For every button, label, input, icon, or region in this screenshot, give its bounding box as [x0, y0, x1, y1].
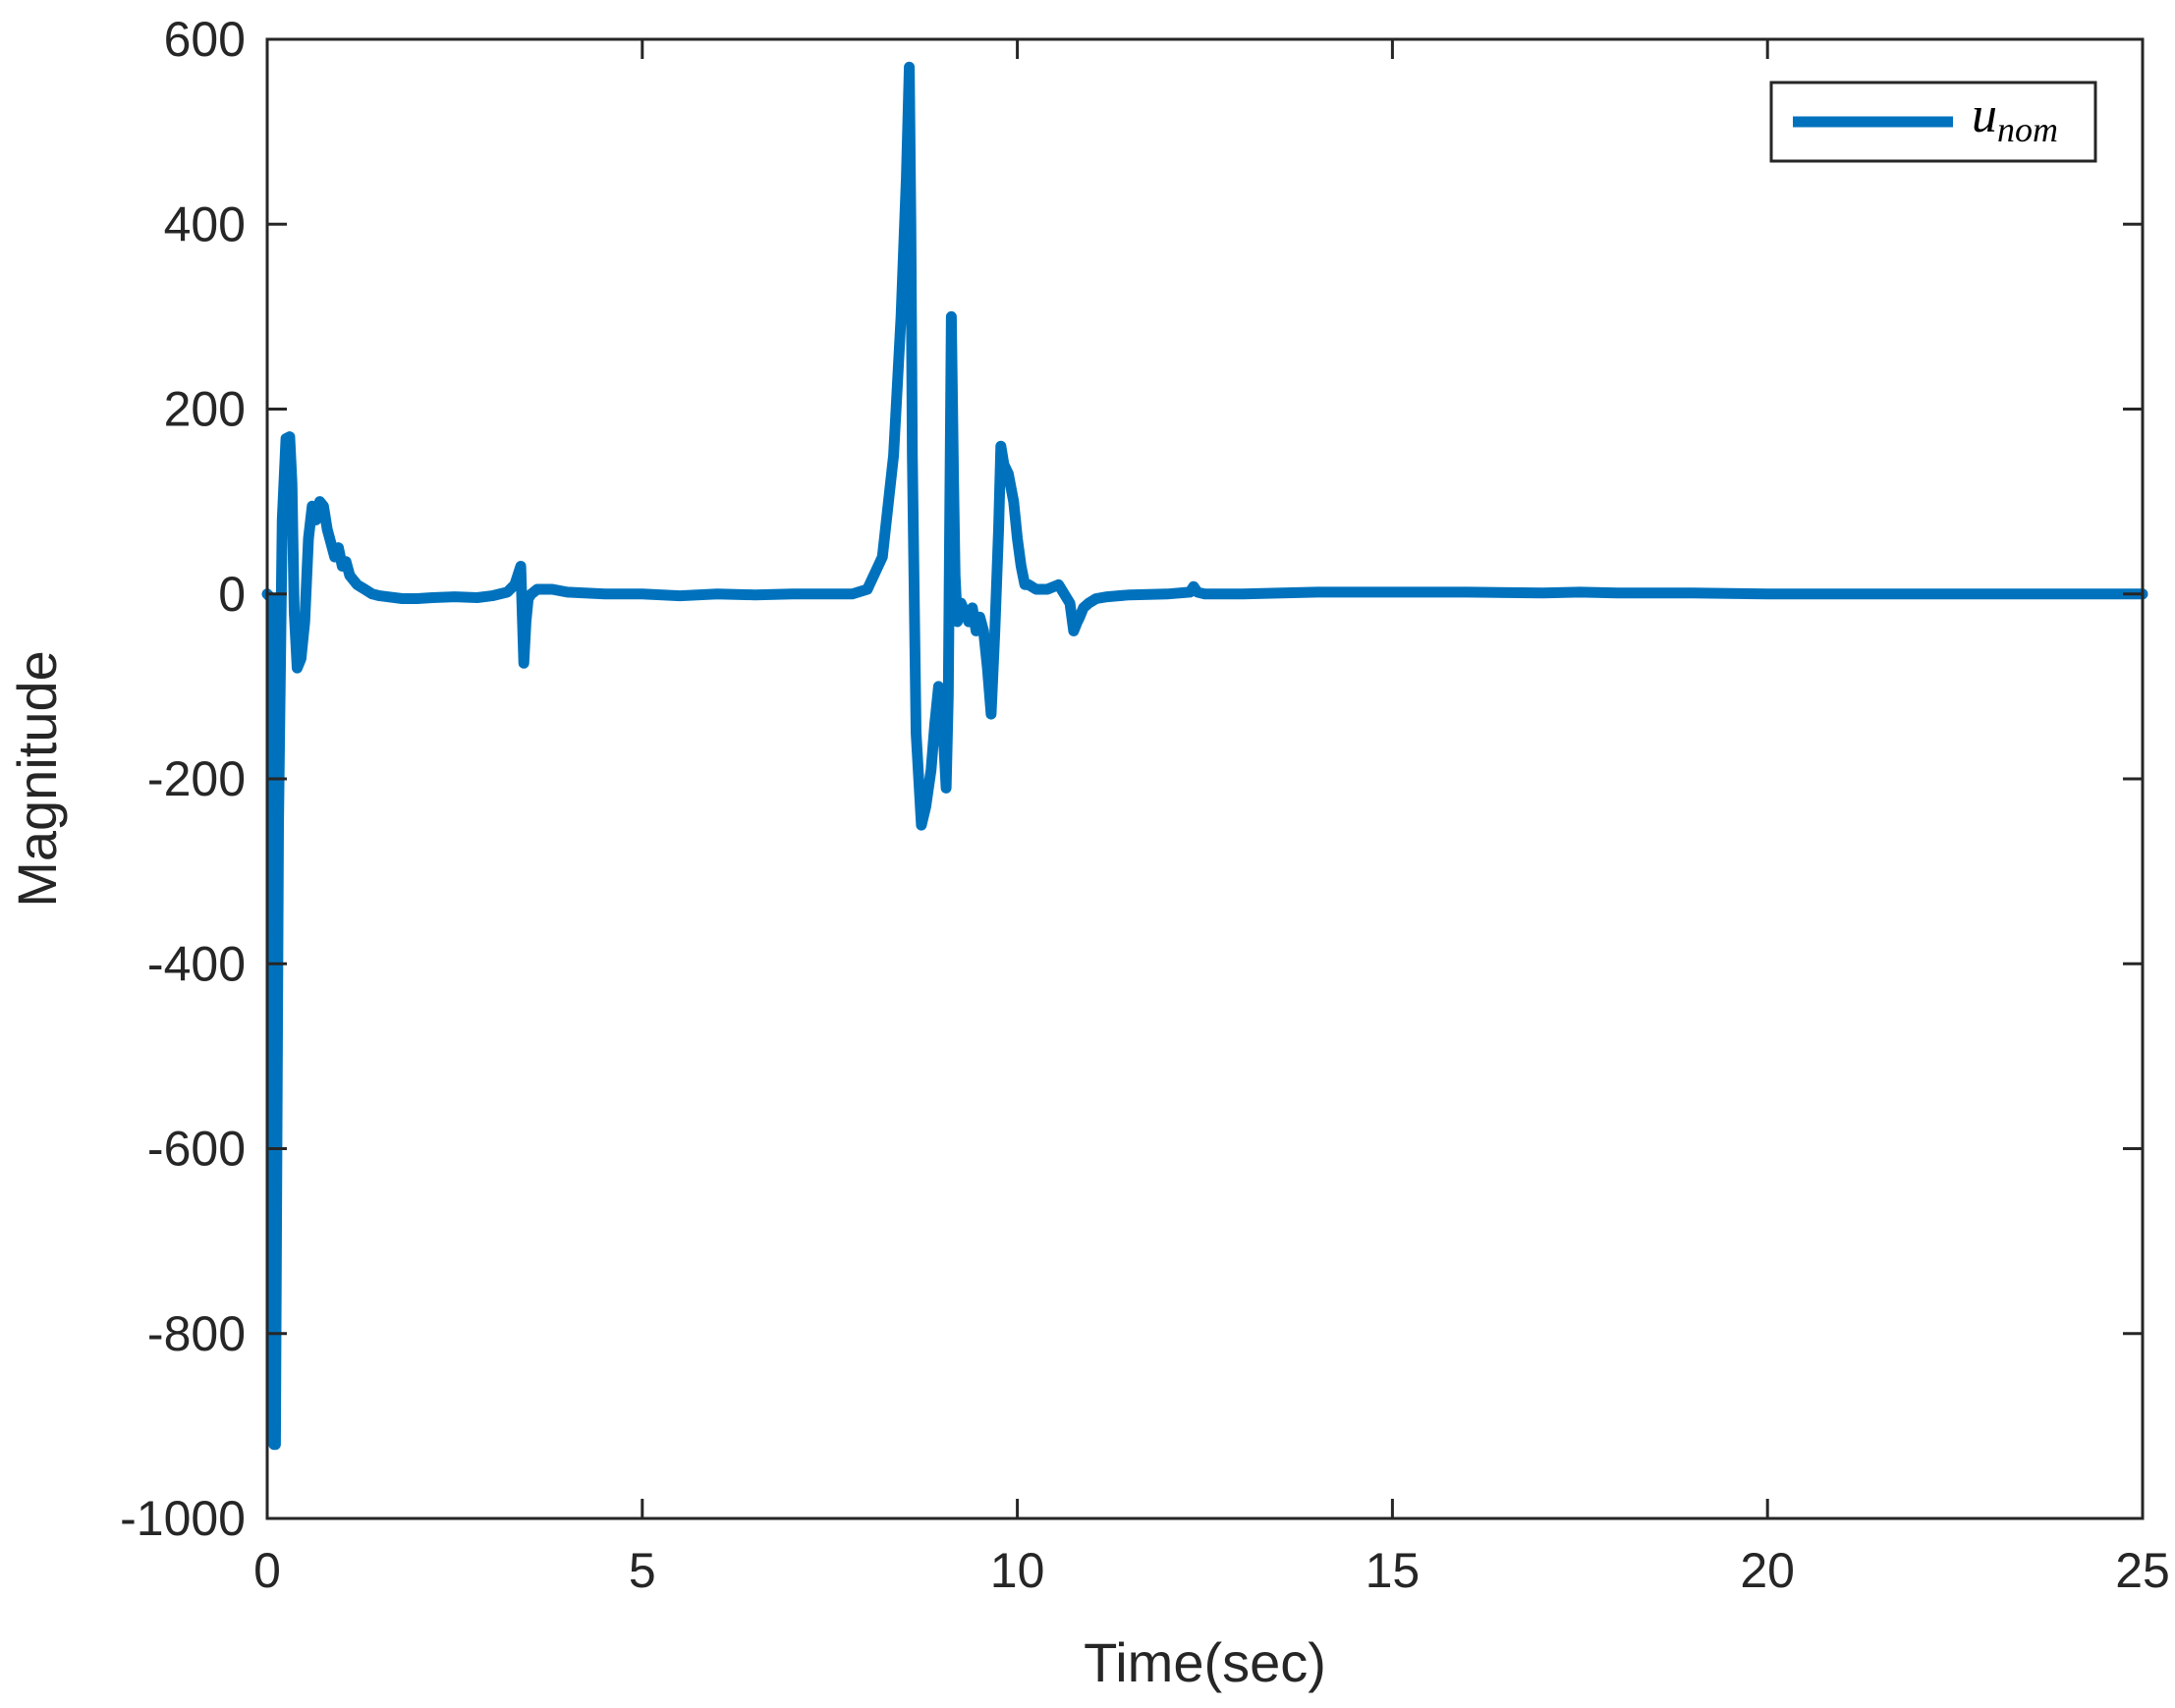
y-tick-label: 400: [164, 196, 246, 251]
legend-label-base: u: [1972, 87, 1997, 143]
y-tick-label: 0: [218, 567, 246, 622]
y-tick-label: -1000: [120, 1491, 246, 1546]
y-tick-label: -600: [147, 1122, 246, 1177]
x-tick-label: 10: [990, 1543, 1045, 1598]
series-u-nom-line: [261, 61, 2148, 1451]
y-tick-label: 200: [164, 382, 246, 437]
legend-label-u-nom: unom: [1972, 87, 2058, 149]
plot-area: [261, 37, 2148, 1520]
x-tick-label: 15: [1366, 1543, 1421, 1598]
legend: unom: [1769, 81, 2097, 163]
y-tick-label: 600: [164, 12, 246, 67]
plot-background: [267, 39, 2143, 1518]
y-tick-labels: -1000 -800 -600 -400 -200 0 200 400 600: [120, 12, 246, 1546]
x-tick-label: 0: [253, 1543, 281, 1598]
x-axis-title: Time(sec): [1084, 1631, 1326, 1693]
y-tick-label: -400: [147, 936, 246, 991]
x-tick-label: 20: [1740, 1543, 1795, 1598]
y-tick-label: -800: [147, 1306, 246, 1361]
x-tick-labels: 0 5 10 15 20 25: [253, 1543, 2170, 1598]
x-tick-label: 5: [629, 1543, 656, 1598]
y-tick-label: -200: [147, 751, 246, 806]
legend-label-subscript: nom: [1997, 110, 2058, 149]
y-axis-title: Magnitude: [6, 650, 68, 908]
axis-ticks: [265, 37, 2145, 1520]
x-tick-label: 25: [2115, 1543, 2170, 1598]
